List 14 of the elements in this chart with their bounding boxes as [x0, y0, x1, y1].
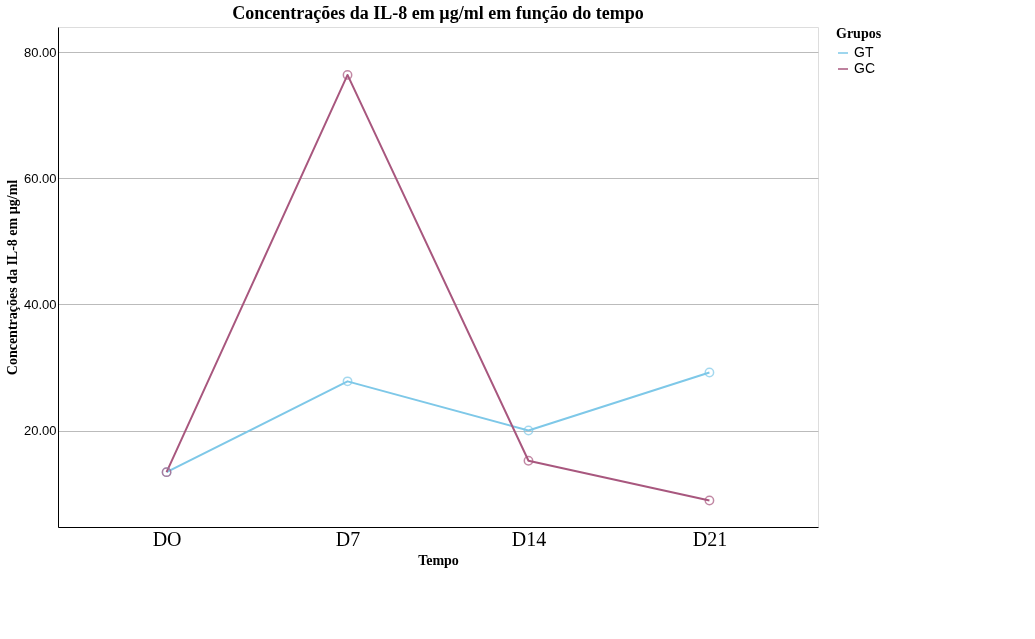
x-tick-label: D21: [692, 527, 728, 550]
y-axis-title: Concentrações da IL-8 em µg/ml: [4, 179, 20, 376]
legend-label: GC: [854, 60, 875, 76]
chart-title: Concentrações da IL-8 em µg/ml em função do tempo: [232, 3, 644, 23]
x-tick-label: DO: [152, 527, 182, 550]
x-tick-label: D14: [511, 527, 547, 550]
legend-label: GT: [854, 44, 874, 60]
y-tick-label: 20.00: [23, 423, 57, 439]
y-tick-label: 60.00: [23, 170, 57, 186]
y-tick-label: 80.00: [23, 44, 57, 60]
x-tick-label: D7: [335, 527, 361, 550]
legend-title: Grupos: [836, 26, 882, 41]
x-axis-title: Tempo: [418, 552, 459, 568]
y-tick-label: 40.00: [23, 296, 57, 312]
